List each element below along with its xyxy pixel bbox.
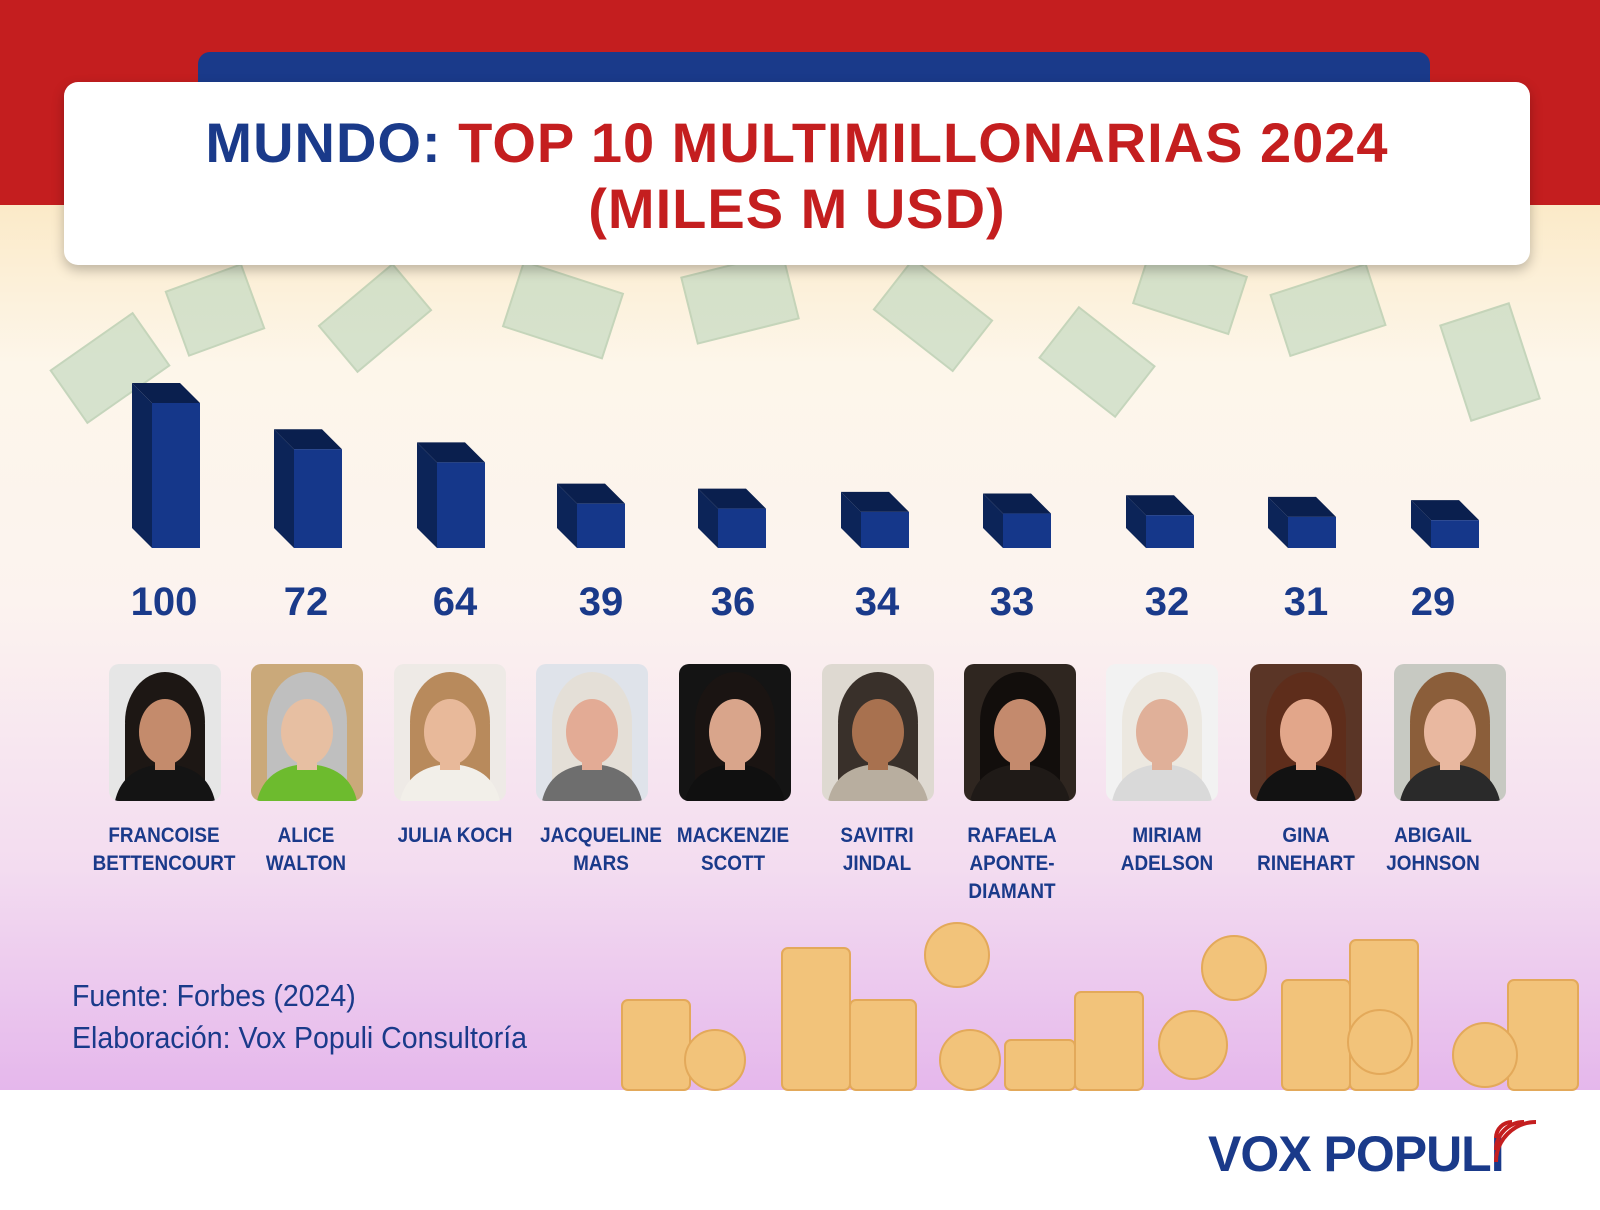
bar-3 — [417, 442, 485, 548]
person-name-label: ALICE WALTON — [265, 824, 347, 875]
banknote-icon — [1269, 262, 1387, 358]
bar-8 — [1126, 495, 1194, 548]
signal-waves-icon — [1494, 1120, 1537, 1163]
person-name-label: MACKENZIE SCOTT — [676, 824, 790, 875]
vox-populi-logo: VOX POPULI — [1208, 1126, 1505, 1182]
person-name-label: RAFAELA APONTE- DIAMANT — [967, 824, 1057, 903]
person-name-label: JACQUELINE MARS — [540, 824, 662, 875]
value-label: 36 — [711, 580, 756, 624]
bar-6 — [841, 491, 909, 548]
portrait-photo — [1394, 664, 1506, 801]
coin-stack-icon — [1507, 979, 1579, 1091]
coin-stack-icon — [621, 999, 691, 1091]
source-text: Fuente: Forbes (2024) — [72, 978, 356, 1013]
banknote-icon — [49, 311, 171, 425]
portrait-photo — [394, 664, 506, 801]
value-label: 32 — [1145, 580, 1190, 624]
chart-title: MUNDO: TOP 10 MULTIMILLONARIAS 2024 — [64, 110, 1530, 175]
title-prefix: MUNDO: — [205, 111, 442, 174]
credit-text: Elaboración: Vox Populi Consultoría — [72, 1020, 528, 1055]
portrait-photo — [251, 664, 363, 801]
value-label: 100 — [131, 580, 198, 624]
person-name-label: SAVITRI JINDAL — [840, 824, 914, 875]
coin-stack-icon — [1004, 1039, 1076, 1091]
title-unit: (MILES M USD) — [588, 177, 1006, 240]
coin-icon — [1201, 935, 1267, 1001]
coin-icon — [1452, 1022, 1518, 1088]
banknote-icon — [501, 260, 625, 360]
portrait-photo — [679, 664, 791, 801]
portrait-photo — [109, 664, 221, 801]
portrait-photo — [822, 664, 934, 801]
value-label: 34 — [855, 580, 900, 624]
banknote-icon — [872, 257, 994, 373]
coin-stack-icon — [1074, 991, 1144, 1091]
person-name-label: MIRIAM ADELSON — [1120, 824, 1214, 875]
person-name-label: ABIGAIL JOHNSON — [1386, 824, 1480, 875]
value-label: 64 — [433, 580, 478, 624]
bar-2 — [274, 429, 342, 548]
bar-1 — [132, 383, 200, 548]
bar-4 — [557, 483, 625, 548]
gradient-background — [0, 205, 1600, 1090]
banknote-icon — [1439, 302, 1541, 422]
coin-stack-icon — [1281, 979, 1351, 1091]
person-name-label: FRANCOISE BETTENCOURT — [92, 824, 236, 875]
bar-chart: 100 72 64 39 36 34 33 32 31 29 — [131, 383, 1479, 624]
value-label: 39 — [579, 580, 624, 624]
person-name-label: JULIA KOCH — [397, 824, 513, 847]
portrait-photo — [1106, 664, 1218, 801]
title-card: MUNDO: TOP 10 MULTIMILLONARIAS 2024 (MIL… — [64, 82, 1530, 265]
title-main: TOP 10 MULTIMILLONARIAS 2024 — [458, 111, 1389, 174]
coin-icon — [924, 922, 990, 988]
bar-10 — [1411, 500, 1479, 548]
value-label: 72 — [284, 580, 329, 624]
coin-icon — [1158, 1010, 1228, 1080]
coin-stack-icon — [849, 999, 917, 1091]
portrait-photo — [1250, 664, 1362, 801]
bar-5 — [698, 488, 766, 548]
bar-7 — [983, 493, 1051, 548]
banknote-icon — [1038, 305, 1156, 419]
bar-9 — [1268, 496, 1336, 548]
coin-icon — [684, 1029, 746, 1091]
value-label: 31 — [1284, 580, 1329, 624]
value-label: 33 — [990, 580, 1035, 624]
banknote-icon — [164, 263, 266, 357]
portrait-photo — [964, 664, 1076, 801]
money-decoration — [49, 244, 1579, 1091]
portrait-photo — [536, 664, 648, 801]
value-label: 29 — [1411, 580, 1456, 624]
coin-icon — [1347, 1009, 1413, 1075]
coin-icon — [939, 1029, 1001, 1091]
coin-stack-icon — [781, 947, 851, 1091]
person-name-label: GINA RINEHART — [1257, 824, 1355, 875]
banknote-icon — [317, 262, 433, 374]
banknote-icon — [680, 251, 800, 345]
